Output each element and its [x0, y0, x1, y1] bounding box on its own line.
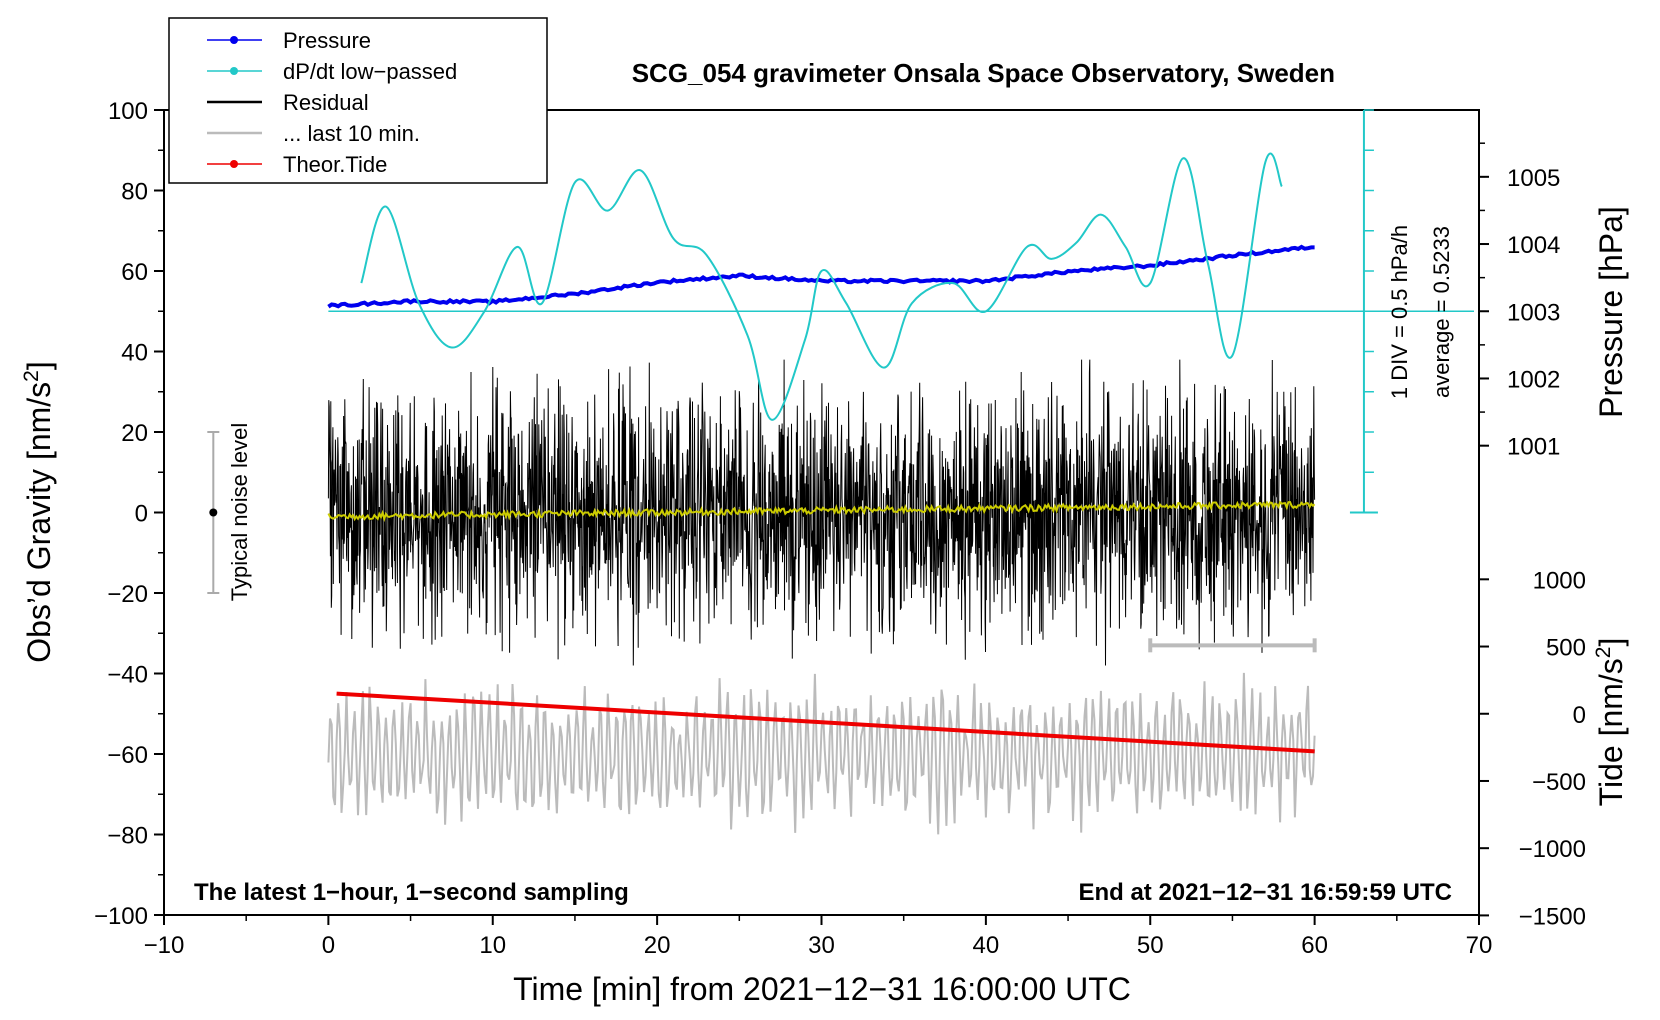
noise-bar-dot — [209, 508, 218, 517]
x-axis-label: Time [min] from 2021−12−31 16:00:00 UTC — [513, 971, 1131, 1007]
y-axis-label-left-main: Obs’d Gravity [nm/s — [21, 382, 57, 663]
tide-tick-label: 500 — [1546, 635, 1586, 662]
x-tick-label: 0 — [322, 932, 335, 959]
x-tick-label: 60 — [1301, 932, 1328, 959]
footer-right-note: End at 2021−12−31 16:59:59 UTC — [1078, 879, 1452, 906]
y-tick-label: 80 — [121, 179, 148, 206]
data-series — [327, 109, 1474, 835]
legend-label: dP/dt low−passed — [283, 59, 457, 84]
theor-tide-line — [336, 691, 1315, 754]
x-tick-label: 30 — [808, 932, 835, 959]
legend-swatch-dot — [230, 67, 238, 75]
x-tick-label: 40 — [973, 932, 1000, 959]
legend: Pressure dP/dt low−passed Residual ... last… — [168, 17, 548, 184]
x-tick-label: 20 — [644, 932, 671, 959]
y-axis-label-tide-sup: 2 — [1592, 647, 1615, 659]
pressure-tick-label: 1003 — [1507, 299, 1560, 326]
dpdt-line — [360, 152, 1283, 421]
y-tick-label: 60 — [121, 259, 148, 286]
y-tick-label: −60 — [107, 742, 148, 769]
footer-left-note: The latest 1−hour, 1−second sampling — [194, 879, 629, 906]
y-tick-label: −80 — [107, 823, 148, 850]
div-label: 1 DIV = 0.5 hPa/h — [1387, 225, 1412, 399]
average-label: average = 0.5233 — [1429, 226, 1454, 398]
residual-line — [327, 359, 1316, 666]
legend-box — [168, 17, 548, 184]
y-axis-label-pressure: Pressure [hPa] — [1593, 206, 1629, 418]
legend-label: Theor.Tide — [283, 152, 387, 177]
last-10-min-line — [327, 672, 1316, 835]
legend-label: Residual — [283, 90, 369, 115]
pressure-line — [327, 244, 1315, 309]
chart-title: SCG_054 gravimeter Onsala Space Observat… — [632, 58, 1335, 88]
y-tick-label: −40 — [107, 662, 148, 689]
y-tick-label: 100 — [108, 98, 148, 125]
tide-tick-label: −1000 — [1519, 836, 1586, 863]
y-axis-label-left-end: ] — [21, 361, 57, 370]
y-tick-label: −20 — [107, 581, 148, 608]
tide-tick-label: −500 — [1532, 769, 1586, 796]
tide-tick-label: 0 — [1573, 702, 1586, 729]
y-axis-label-left: Obs’d Gravity [nm/s2] — [20, 361, 57, 663]
y-tick-label: 20 — [121, 420, 148, 447]
y-axis-label-tide-main: Tide [nm/s — [1593, 658, 1629, 806]
pressure-tick-label: 1004 — [1507, 232, 1560, 259]
pressure-tick-label: 1005 — [1507, 165, 1560, 192]
tide-tick-label: 1000 — [1533, 567, 1586, 594]
legend-label: ... last 10 min. — [283, 121, 420, 146]
tide-tick-label: −1500 — [1519, 903, 1586, 930]
y-tick-label: 40 — [121, 340, 148, 367]
residual-trend-line — [327, 500, 1316, 523]
noise-label: Typical noise level — [227, 423, 252, 602]
legend-swatch-dot — [230, 36, 238, 44]
y-tick-label: 0 — [135, 501, 148, 528]
legend-label: Pressure — [283, 28, 371, 53]
x-tick-label: 50 — [1137, 932, 1164, 959]
pressure-tick-label: 1002 — [1507, 366, 1560, 393]
x-tick-label: 10 — [479, 932, 506, 959]
overlays — [207, 431, 220, 594]
y-axis-label-tide-end: ] — [1593, 638, 1629, 647]
axis-ticks: −10 0 10 20 30 40 50 60 70100806040200−20−40−60−… — [94, 98, 1586, 959]
x-tick-label: 70 — [1466, 932, 1493, 959]
pressure-tick-label: 1001 — [1507, 434, 1560, 461]
x-tick-label: −10 — [144, 932, 185, 959]
y-axis-label-left-sup: 2 — [20, 370, 43, 382]
y-axis-label-tide: Tide [nm/s2] — [1592, 638, 1629, 807]
y-tick-label: −100 — [94, 903, 148, 930]
legend-swatch-dot — [230, 160, 238, 168]
